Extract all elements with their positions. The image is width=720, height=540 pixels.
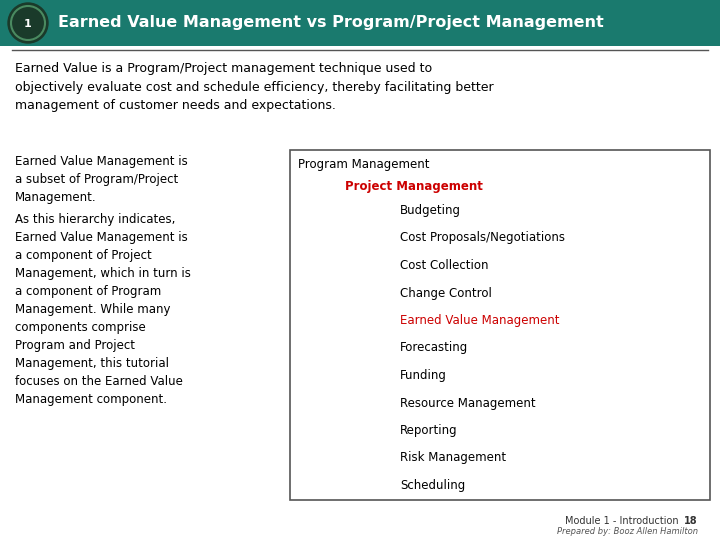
Text: Risk Management: Risk Management [400,451,506,464]
Text: Forecasting: Forecasting [400,341,468,354]
Text: Funding: Funding [400,369,447,382]
Text: As this hierarchy indicates,
Earned Value Management is
a component of Project
M: As this hierarchy indicates, Earned Valu… [15,213,191,406]
Bar [0,0,720,46]
Text: 18: 18 [685,516,698,526]
Text: Module 1 - Introduction: Module 1 - Introduction [565,516,679,526]
Text: Earned Value Management: Earned Value Management [400,314,559,327]
Text: Budgeting: Budgeting [400,204,461,217]
Text: Resource Management: Resource Management [400,396,536,409]
Text: Cost Collection: Cost Collection [400,259,488,272]
Text: Reporting: Reporting [400,424,458,437]
Text: Cost Proposals/Negotiations: Cost Proposals/Negotiations [400,232,565,245]
Circle shape [8,3,48,43]
Text: Change Control: Change Control [400,287,492,300]
Text: Scheduling: Scheduling [400,479,465,492]
Text: Earned Value is a Program/Project management technique used to
objectively evalu: Earned Value is a Program/Project manage… [15,62,494,112]
Text: 1: 1 [24,19,32,29]
Text: Prepared by: Booz Allen Hamilton: Prepared by: Booz Allen Hamilton [557,527,698,536]
Text: Earned Value Management vs Program/Project Management: Earned Value Management vs Program/Proje… [58,16,604,30]
Text: Project Management: Project Management [345,180,483,193]
Text: Program Management: Program Management [298,158,430,171]
Text: Earned Value Management is
a subset of Program/Project
Management.: Earned Value Management is a subset of P… [15,155,188,204]
Bar [290,150,710,500]
